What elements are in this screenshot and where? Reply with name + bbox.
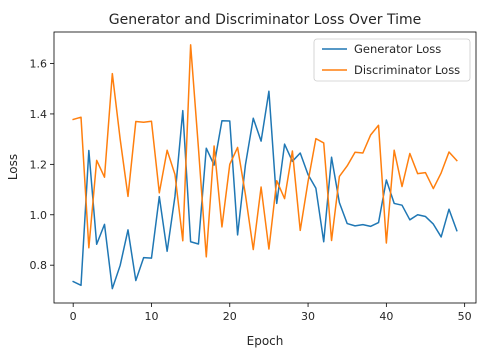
x-axis: 0 10 20 30 40 50: [70, 303, 472, 323]
series-line-generator-loss: [73, 91, 457, 288]
y-tick-label: 1.2: [30, 158, 48, 171]
y-tick-label: 1.4: [30, 108, 48, 121]
x-tick-label: 50: [458, 310, 472, 323]
y-tick-label: 1.6: [30, 58, 48, 71]
y-tick-label: 0.8: [30, 259, 48, 272]
x-tick-label: 30: [301, 310, 315, 323]
x-axis-label: Epoch: [247, 334, 284, 348]
legend-generator-label: Generator Loss: [354, 42, 441, 56]
y-axis-label: Loss: [6, 154, 20, 180]
plot-area: [73, 45, 457, 289]
chart-title: Generator and Discriminator Loss Over Ti…: [109, 12, 421, 28]
x-tick-label: 40: [379, 310, 393, 323]
legend-discriminator-label: Discriminator Loss: [354, 63, 460, 77]
y-tick-label: 1.0: [30, 209, 48, 222]
x-tick-label: 20: [223, 310, 237, 323]
y-axis: 0.8 1.0 1.2 1.4 1.6: [30, 58, 55, 273]
x-tick-label: 0: [70, 310, 77, 323]
x-tick-label: 10: [144, 310, 158, 323]
legend: Generator Loss Discriminator Loss: [314, 39, 470, 81]
